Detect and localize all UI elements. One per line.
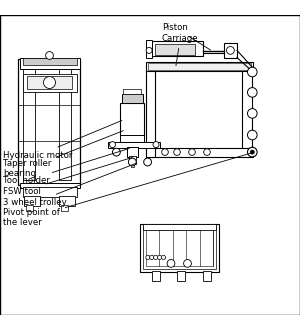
Bar <box>142 226 216 269</box>
Bar <box>18 58 80 184</box>
Circle shape <box>248 87 257 97</box>
Circle shape <box>44 77 56 88</box>
Bar <box>130 163 134 167</box>
Circle shape <box>110 142 116 148</box>
Bar <box>108 142 160 148</box>
Text: Piston: Piston <box>162 23 211 50</box>
Circle shape <box>204 149 210 155</box>
Circle shape <box>189 149 195 155</box>
Bar <box>224 43 237 58</box>
Bar <box>123 89 141 94</box>
Circle shape <box>146 255 150 259</box>
Bar <box>148 63 251 70</box>
Circle shape <box>226 47 234 54</box>
Circle shape <box>128 158 136 166</box>
Circle shape <box>161 255 166 259</box>
Circle shape <box>158 255 162 259</box>
Circle shape <box>174 149 180 155</box>
Bar <box>24 196 40 206</box>
Text: Pivot point of
the lever: Pivot point of the lever <box>3 153 251 227</box>
Bar <box>150 41 202 56</box>
Bar <box>146 71 155 157</box>
Bar <box>26 205 33 211</box>
Bar <box>120 103 144 136</box>
Bar <box>242 71 252 154</box>
Circle shape <box>248 109 257 118</box>
Bar <box>146 229 213 266</box>
Circle shape <box>248 67 257 77</box>
Bar <box>146 62 253 71</box>
Bar <box>146 41 152 58</box>
Circle shape <box>153 142 159 148</box>
Bar <box>20 58 80 69</box>
Text: Carriage: Carriage <box>162 34 199 66</box>
Bar <box>22 187 76 196</box>
Bar <box>129 156 136 163</box>
Circle shape <box>167 259 175 267</box>
Bar <box>22 74 76 91</box>
Bar <box>27 76 72 89</box>
Bar <box>22 58 76 64</box>
Text: Tool holder: Tool holder <box>3 148 129 185</box>
Bar <box>127 147 138 157</box>
Bar <box>177 271 185 280</box>
Text: Taper roller
bearing: Taper roller bearing <box>3 131 123 178</box>
Bar <box>140 223 219 272</box>
Bar <box>20 183 80 187</box>
Circle shape <box>250 150 254 154</box>
Circle shape <box>112 148 120 156</box>
Bar <box>152 271 160 280</box>
Bar <box>59 196 75 206</box>
Circle shape <box>146 48 152 53</box>
Bar <box>120 135 144 142</box>
Circle shape <box>248 147 257 157</box>
Circle shape <box>248 130 257 140</box>
Circle shape <box>46 51 53 59</box>
Circle shape <box>162 149 168 155</box>
Circle shape <box>150 255 154 259</box>
Bar <box>142 224 216 230</box>
Bar <box>202 271 211 280</box>
Text: 3 wheel trolley: 3 wheel trolley <box>3 164 135 207</box>
Text: FSW tool: FSW tool <box>3 157 132 196</box>
Bar <box>61 205 68 211</box>
Circle shape <box>184 259 191 267</box>
Bar <box>58 66 70 180</box>
Bar <box>146 148 253 157</box>
Bar <box>154 44 195 54</box>
Bar <box>22 66 34 180</box>
Bar <box>122 94 142 103</box>
Circle shape <box>154 255 158 259</box>
Text: Hydraulic motor: Hydraulic motor <box>3 120 122 160</box>
Circle shape <box>144 158 152 166</box>
